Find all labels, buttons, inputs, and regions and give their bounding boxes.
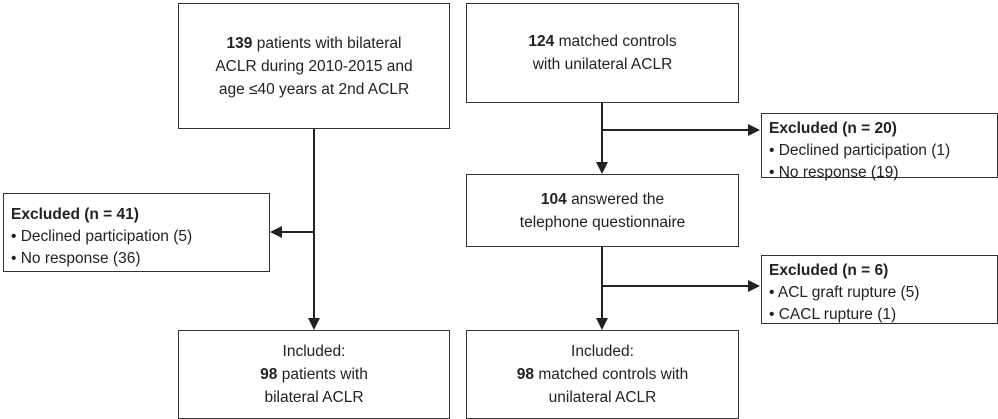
arrow-head	[748, 124, 760, 136]
text-line: 98 patients with	[260, 363, 368, 386]
label: patients with	[281, 366, 368, 383]
count: 139	[226, 34, 253, 52]
label: bilateral ACLR	[264, 389, 364, 406]
text-line: 104 answered the	[541, 188, 664, 211]
excluded-box: Excluded (n = 6) • ACL graft rupture (5) •…	[761, 255, 998, 324]
label: answered the	[571, 190, 665, 208]
arrow-head	[596, 162, 608, 174]
text-line: with unilateral ACLR	[533, 53, 673, 76]
text-line: telephone questionnaire	[520, 211, 685, 234]
box: Included: 98 matched controls with unilater…	[466, 330, 739, 419]
label: patients with bilateral	[256, 34, 402, 52]
label: telephone questionnaire	[519, 213, 686, 231]
text-line: bilateral ACLR	[264, 386, 363, 409]
label: ACLR during 2010-2015 and	[215, 57, 413, 75]
excluded-title: Excluded (n = 41)	[11, 206, 139, 223]
excluded-box: Excluded (n = 41) • Declined participatio…	[3, 193, 270, 272]
label: unilateral ACLR	[548, 389, 657, 406]
excluded-item: • No response (36)	[11, 250, 141, 267]
text-line: ACLR during 2010-2015 and	[215, 55, 412, 78]
count: 98	[260, 366, 278, 383]
text-line: Included:	[571, 340, 634, 363]
label: matched controls	[558, 33, 677, 50]
count: 124	[528, 33, 555, 50]
label: with unilateral ACLR	[532, 56, 673, 73]
box: Included: 98 patients with bilateral ACLR	[178, 330, 450, 419]
box: 139 patients with bilateral ACLR during 20…	[178, 3, 450, 129]
text-line: 139 patients with bilateral	[227, 32, 402, 55]
text-line: unilateral ACLR	[549, 386, 657, 409]
label: matched controls with	[538, 366, 689, 383]
arrow-head	[748, 280, 760, 292]
label: age ≤40 years at 2nd ACLR	[218, 80, 410, 98]
box: 124 matched controls with unilateral ACLR	[466, 3, 739, 103]
excluded-item: • No response (19)	[769, 164, 899, 181]
excluded-item: • CACL rupture (1)	[769, 306, 897, 323]
count: 104	[540, 190, 567, 208]
arrow-head	[270, 226, 282, 238]
label: Included:	[571, 343, 634, 360]
count: 98	[516, 366, 534, 383]
arrow-head	[308, 318, 320, 330]
text-line: 124 matched controls	[528, 30, 676, 53]
excluded-item: • ACL graft rupture (5)	[769, 284, 920, 301]
box: 104 answered the telephone questionnaire	[466, 174, 739, 247]
excluded-title: Excluded (n = 6)	[769, 262, 889, 279]
text-line: age ≤40 years at 2nd ACLR	[219, 78, 409, 101]
excluded-title: Excluded (n = 20)	[769, 120, 897, 137]
text-line: 98 matched controls with	[517, 363, 688, 386]
arrow-head	[596, 318, 608, 330]
label: Included:	[282, 343, 346, 360]
text-line: Included:	[283, 340, 346, 363]
excluded-box: Excluded (n = 20) • Declined participatio…	[761, 113, 998, 181]
excluded-item: • Declined participation (1)	[769, 142, 951, 159]
excluded-item: • Declined participation (5)	[11, 228, 193, 245]
